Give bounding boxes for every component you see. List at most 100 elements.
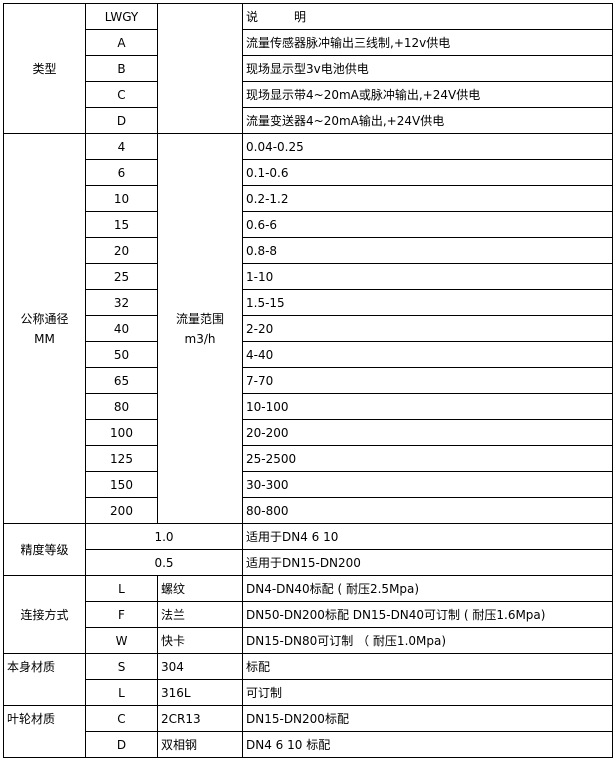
type-desc: 现场显示型3v电池供电	[242, 55, 613, 82]
diameter-value: 80	[85, 393, 158, 420]
diameter-value: 40	[85, 315, 158, 342]
type-header-row: 类型 LWGY 说 明	[3, 3, 613, 134]
flow-range-value: 10-100	[242, 393, 613, 420]
connection-code: L	[85, 575, 158, 602]
connection-label: 连接方式	[3, 575, 86, 654]
flow-range-value: 0.2-1.2	[242, 185, 613, 212]
diameter-row: 32 1.5-15	[4, 289, 613, 316]
connection-desc: DN50-DN200标配 DN15-DN40可订制 ( 耐压1.6Mpa)	[242, 601, 613, 628]
diameter-row: 80 10-100	[4, 393, 613, 420]
impeller-material-desc: DN15-DN200标配	[242, 705, 613, 732]
diameter-value: 20	[85, 237, 158, 264]
accuracy-row: 0.5 适用于DN15-DN200	[4, 549, 613, 576]
accuracy-desc: 适用于DN15-DN200	[242, 549, 613, 576]
type-row: D 流量变送器4~20mA输出,+24V供电	[4, 107, 613, 134]
connection-desc: DN4-DN40标配 ( 耐压2.5Mpa)	[242, 575, 613, 602]
diameter-value: 125	[85, 445, 158, 472]
diameter-row: 40 2-20	[4, 315, 613, 342]
diameter-row: 公称通径 MM 4 流量范围 m3/h 0.04-0.25	[3, 133, 613, 524]
body-material-empty-cell	[3, 679, 86, 706]
diameter-row: 65 7-70	[4, 367, 613, 394]
lwgy-spec-table: 类型 LWGY 说 明 A 流量传感器脉冲输出三线制,+12v供电 B 现场显示型3v…	[3, 3, 613, 758]
body-material-row: L 316L 可订制	[3, 679, 613, 706]
diameter-value: 65	[85, 367, 158, 394]
connection-name: 法兰	[157, 601, 243, 628]
accuracy-desc: 适用于DN4 6 10	[242, 523, 613, 550]
type-empty-cell	[157, 3, 243, 134]
diameter-row: 10 0.2-1.2	[4, 185, 613, 212]
type-header-code: LWGY	[85, 3, 158, 30]
accuracy-label: 精度等级	[3, 523, 86, 576]
diameter-value: 100	[85, 419, 158, 446]
diameter-value: 15	[85, 211, 158, 238]
impeller-material-code: D	[85, 731, 158, 758]
diameter-row: 6 0.1-0.6	[4, 159, 613, 186]
accuracy-row: 精度等级 1.0 适用于DN4 6 10	[3, 523, 613, 576]
accuracy-grade: 1.0	[85, 523, 243, 550]
flow-range-value: 1.5-15	[242, 289, 613, 316]
type-label: 类型	[3, 3, 86, 134]
type-desc: 现场显示带4~20mA或脉冲输出,+24V供电	[242, 81, 613, 108]
connection-row: W 快卡 DN15-DN80可订制 （ 耐压1.0Mpa)	[4, 627, 613, 654]
flow-range-value: 0.6-6	[242, 211, 613, 238]
type-row: B 现场显示型3v电池供电	[4, 55, 613, 82]
diameter-value: 10	[85, 185, 158, 212]
impeller-material-name: 双相钢	[157, 731, 243, 758]
diameter-label-line2: MM	[34, 331, 55, 346]
diameter-value: 50	[85, 341, 158, 368]
connection-name: 螺纹	[157, 575, 243, 602]
connection-name: 快卡	[157, 627, 243, 654]
flow-range-label-line1: 流量范围	[175, 311, 224, 326]
impeller-material-label: 叶轮材质	[3, 705, 86, 732]
type-code: B	[85, 55, 158, 82]
impeller-material-row: D 双相钢 DN4 6 10 标配	[3, 731, 613, 758]
diameter-label-line1: 公称通径	[20, 311, 69, 326]
impeller-material-name: 2CR13	[157, 705, 243, 732]
impeller-material-code: C	[85, 705, 158, 732]
type-desc: 流量变送器4~20mA输出,+24V供电	[242, 107, 613, 134]
diameter-value: 4	[85, 133, 158, 160]
body-material-desc: 标配	[242, 653, 613, 680]
flow-range-value: 4-40	[242, 341, 613, 368]
type-row: A 流量传感器脉冲输出三线制,+12v供电	[4, 29, 613, 56]
connection-row: F 法兰 DN50-DN200标配 DN15-DN40可订制 ( 耐压1.6Mpa)	[4, 601, 613, 628]
type-header-desc: 说 明	[242, 3, 613, 30]
diameter-row: 125 25-2500	[4, 445, 613, 472]
flow-range-value: 20-200	[242, 419, 613, 446]
connection-desc: DN15-DN80可订制 （ 耐压1.0Mpa)	[242, 627, 613, 654]
flow-range-value: 80-800	[242, 497, 613, 524]
impeller-material-desc: DN4 6 10 标配	[242, 731, 613, 758]
diameter-row: 20 0.8-8	[4, 237, 613, 264]
connection-code: W	[85, 627, 158, 654]
diameter-label: 公称通径 MM	[3, 133, 86, 524]
body-material-row: 本身材质 S 304 标配	[3, 653, 613, 680]
type-code: A	[85, 29, 158, 56]
type-desc: 流量传感器脉冲输出三线制,+12v供电	[242, 29, 613, 56]
body-material-label: 本身材质	[3, 653, 86, 680]
body-material-code: S	[85, 653, 158, 680]
connection-code: F	[85, 601, 158, 628]
accuracy-grade: 0.5	[85, 549, 243, 576]
impeller-material-row: 叶轮材质 C 2CR13 DN15-DN200标配	[3, 705, 613, 732]
body-material-name: 304	[157, 653, 243, 680]
flow-range-label-line2: m3/h	[184, 331, 216, 346]
flow-range-value: 0.04-0.25	[242, 133, 613, 160]
diameter-value: 150	[85, 471, 158, 498]
diameter-value: 25	[85, 263, 158, 290]
body-material-name: 316L	[157, 679, 243, 706]
flow-range-value: 0.1-0.6	[242, 159, 613, 186]
type-row: C 现场显示带4~20mA或脉冲输出,+24V供电	[4, 81, 613, 108]
connection-row: 连接方式 L 螺纹 DN4-DN40标配 ( 耐压2.5Mpa)	[3, 575, 613, 654]
flow-range-value: 0.8-8	[242, 237, 613, 264]
impeller-material-empty-cell	[3, 731, 86, 758]
type-code: C	[85, 81, 158, 108]
diameter-value: 6	[85, 159, 158, 186]
flow-range-value: 7-70	[242, 367, 613, 394]
body-material-code: L	[85, 679, 158, 706]
diameter-value: 32	[85, 289, 158, 316]
flow-range-value: 1-10	[242, 263, 613, 290]
diameter-row: 25 1-10	[4, 263, 613, 290]
diameter-row: 100 20-200	[4, 419, 613, 446]
flow-range-value: 30-300	[242, 471, 613, 498]
diameter-row: 15 0.6-6	[4, 211, 613, 238]
